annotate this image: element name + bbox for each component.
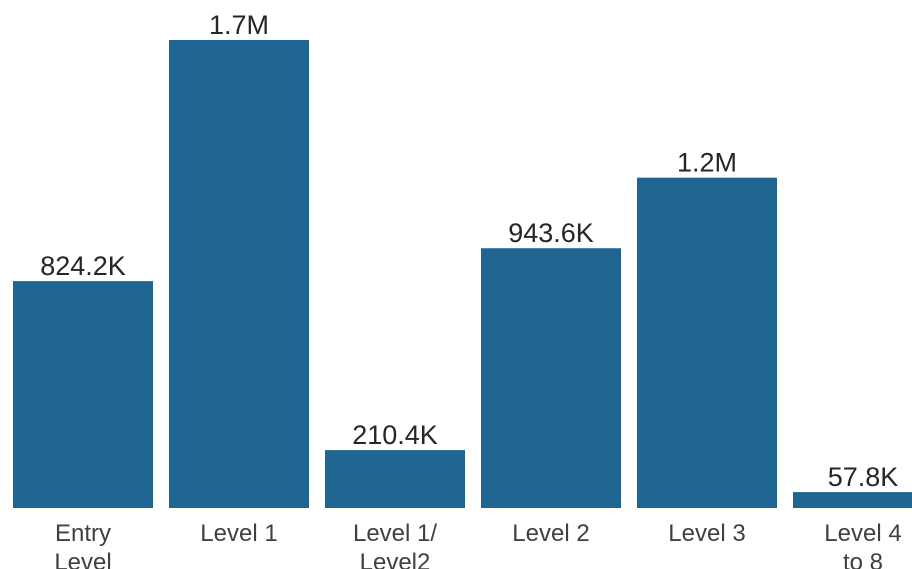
x-tick-label-2: Level 1/Level2 (353, 520, 437, 569)
x-axis-tick-labels: Entry Level Level 1 Level 1/Level2 Level 2 Le… (54, 520, 901, 569)
x-tick-label-0: Entry Level (54, 520, 111, 569)
bar-1 (169, 40, 309, 508)
bar-5 (793, 492, 912, 508)
bar-4 (637, 177, 777, 508)
data-label-0: 824.2K (40, 251, 126, 281)
x-tick-label-3: Level 2 (512, 520, 589, 547)
bar-2 (325, 450, 465, 508)
data-labels-group: 824.2K 1.7M 210.4K 943.6K 1.2M 57.8K (40, 10, 898, 492)
data-label-3: 943.6K (508, 218, 594, 248)
data-label-4: 1.2M (677, 148, 737, 178)
data-label-1: 1.7M (209, 10, 269, 40)
bar-0 (13, 281, 153, 508)
x-tick-label-1: Level 1 (200, 520, 277, 547)
x-tick-label-5-line-1: to 8 (843, 549, 883, 569)
x-tick-label-2-line-1: Level2 (360, 549, 431, 569)
x-tick-label-1-line-0: Level 1 (200, 520, 277, 547)
x-tick-label-0-line-0: Entry (55, 520, 111, 547)
data-label-5: 57.8K (828, 462, 899, 492)
x-tick-label-0-line-1: Level (54, 549, 111, 569)
x-tick-label-3-line-0: Level 2 (512, 520, 589, 547)
x-tick-label-5: Level 4 to 8 (824, 520, 901, 569)
x-tick-label-5-line-0: Level 4 (824, 520, 901, 547)
x-tick-label-4: Level 3 (668, 520, 745, 547)
bar-3 (481, 248, 621, 508)
x-tick-label-4-line-0: Level 3 (668, 520, 745, 547)
data-label-2: 210.4K (352, 420, 438, 450)
x-tick-label-2-line-0: Level 1/ (353, 520, 437, 547)
bars-group (13, 40, 912, 508)
